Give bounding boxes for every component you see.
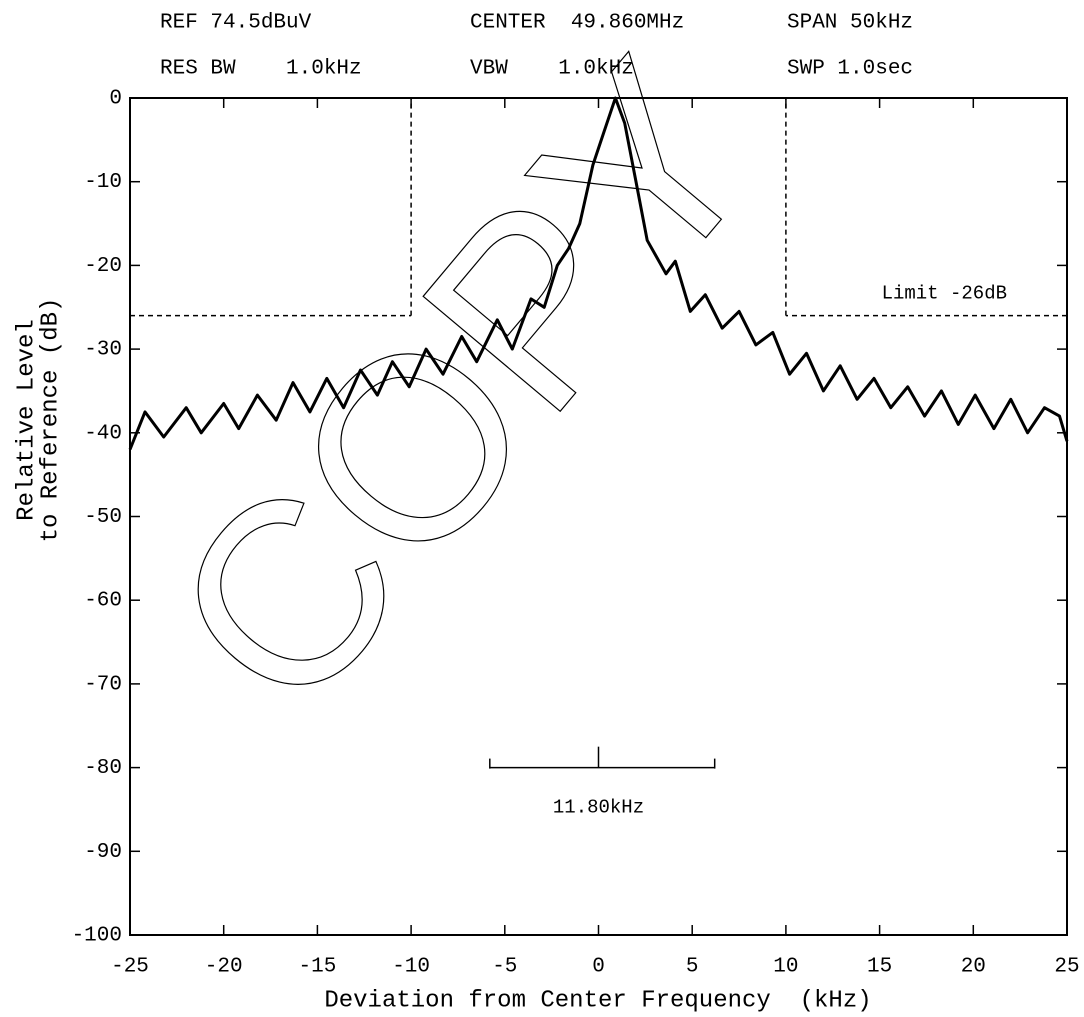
y-axis-label: Relative Level <box>13 319 40 521</box>
y-tick-label: -40 <box>84 422 122 445</box>
x-tick-label: 25 <box>1054 956 1079 979</box>
header-text: REF 74.5dBuV <box>160 12 312 35</box>
header-text: SPAN 50kHz <box>787 12 913 35</box>
limit-label: Limit -26dB <box>882 283 1007 305</box>
y-tick-label: -60 <box>84 590 122 613</box>
x-tick-label: 15 <box>867 956 892 979</box>
y-tick-label: -50 <box>84 506 122 529</box>
x-tick-label: 5 <box>686 956 699 979</box>
y-tick-label: -20 <box>84 255 122 278</box>
header-text: RES BW 1.0kHz <box>160 58 362 81</box>
x-axis-label: Deviation from Center Frequency (kHz) <box>324 987 871 1014</box>
x-tick-label: -5 <box>492 956 517 979</box>
y-axis-label-group: Relative Level to Reference (dB) <box>13 298 64 543</box>
x-tick-label: -20 <box>205 956 243 979</box>
header-text: SWP 1.0sec <box>787 58 913 81</box>
y-tick-label: -100 <box>72 925 122 948</box>
y-tick-label: -10 <box>84 171 122 194</box>
y-tick-label: -80 <box>84 757 122 780</box>
spectrum-line <box>128 96 1069 451</box>
y-axis-label: to Reference (dB) <box>37 298 64 543</box>
y-tick-label: -90 <box>84 841 122 864</box>
bandwidth-label: 11.80kHz <box>553 797 644 819</box>
x-tick-label: 0 <box>592 956 605 979</box>
y-tick-label: -70 <box>84 673 122 696</box>
y-tick-label: -30 <box>84 339 122 362</box>
y-tick-label: 0 <box>109 88 122 111</box>
x-tick-label: -25 <box>111 956 149 979</box>
x-tick-label: 10 <box>773 956 798 979</box>
x-tick-label: 20 <box>961 956 986 979</box>
header-text: CENTER 49.860MHz <box>470 12 684 35</box>
x-tick-label: -10 <box>392 956 430 979</box>
x-tick-label: -15 <box>298 956 336 979</box>
watermark: COPY <box>117 12 813 763</box>
header-text: VBW 1.0kHz <box>470 58 634 81</box>
